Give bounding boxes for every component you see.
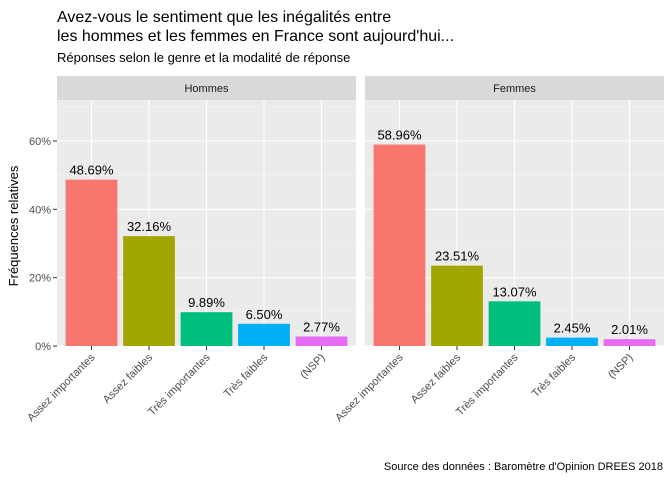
y-tick-label: 20% xyxy=(29,273,51,285)
bar xyxy=(546,337,598,346)
facet-strip-label: Hommes xyxy=(184,83,229,95)
data-label: 9.89% xyxy=(188,295,225,310)
y-tick-label: 0% xyxy=(35,341,51,353)
data-label: 48.69% xyxy=(69,163,114,178)
x-tick-label: Très importantes xyxy=(146,351,213,418)
bar xyxy=(431,265,483,346)
data-label: 32.16% xyxy=(127,219,172,234)
y-tick-label: 40% xyxy=(29,204,51,216)
facet-strip-label: Femmes xyxy=(493,83,536,95)
chart-title-line-1: Avez-vous le sentiment que les inégalité… xyxy=(57,9,391,26)
x-tick-label: Très faibles xyxy=(222,351,271,400)
chart-subtitle: Réponses selon le genre et la modalité d… xyxy=(57,50,350,65)
y-tick-label: 60% xyxy=(29,136,51,148)
y-axis-title: Fréquences relatives xyxy=(6,165,21,286)
x-tick-label: Assez faibles xyxy=(409,351,464,406)
data-label: 6.50% xyxy=(246,307,283,322)
data-label: 13.07% xyxy=(492,284,537,299)
bar xyxy=(238,323,290,346)
x-tick-label: Très faibles xyxy=(530,351,579,400)
bar xyxy=(603,339,656,346)
data-label: 2.45% xyxy=(554,321,591,336)
x-tick-label: (NSP) xyxy=(606,352,636,382)
x-tick-label: Très importantes xyxy=(454,351,521,418)
data-label: 58.96% xyxy=(377,128,422,143)
source-caption: Source des données : Baromètre d'Opinion… xyxy=(384,461,663,473)
data-label: 2.77% xyxy=(303,320,340,335)
bar xyxy=(488,301,541,346)
data-label: 2.01% xyxy=(611,322,648,337)
facet-panel-hommes: Hommes 48.69% Assez importantes 32.16% Assez… xyxy=(25,76,356,424)
bar xyxy=(295,336,348,346)
x-tick-label: (NSP) xyxy=(298,352,328,382)
plot-area: 0% 20% 40% 60% Hommes 48.69% Assez importantes… xyxy=(25,76,664,424)
facet-strip xyxy=(365,76,664,100)
data-label: 23.51% xyxy=(435,249,480,264)
bar xyxy=(65,179,118,346)
chart-title-line-2: les hommes et les femmes en France sont … xyxy=(57,28,454,45)
x-tick-label: Assez importantes xyxy=(25,351,98,424)
bar xyxy=(123,236,175,346)
bar xyxy=(180,312,233,346)
x-tick-label: Assez importantes xyxy=(333,351,406,424)
facet-strip xyxy=(57,76,356,100)
bar xyxy=(373,144,426,346)
x-tick-label: Assez faibles xyxy=(101,351,156,406)
facet-panel-femmes: Femmes 58.96% Assez importantes 23.51% Assez… xyxy=(333,76,664,424)
